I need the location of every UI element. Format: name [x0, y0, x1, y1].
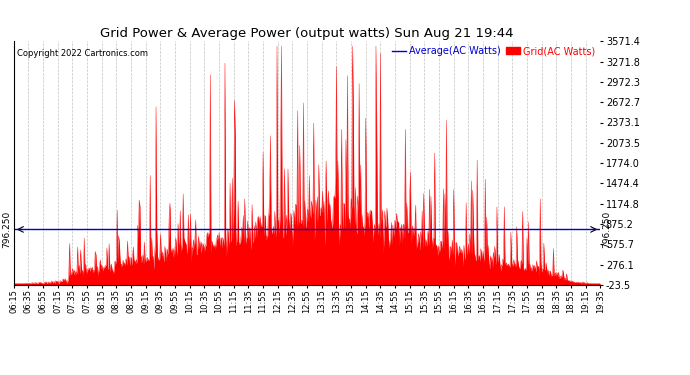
Text: 796.250: 796.250: [602, 211, 611, 248]
Text: 796.250: 796.250: [3, 211, 12, 248]
Text: Copyright 2022 Cartronics.com: Copyright 2022 Cartronics.com: [17, 49, 148, 58]
Legend: Average(AC Watts), Grid(AC Watts): Average(AC Watts), Grid(AC Watts): [392, 46, 595, 56]
Title: Grid Power & Average Power (output watts) Sun Aug 21 19:44: Grid Power & Average Power (output watts…: [100, 27, 514, 40]
